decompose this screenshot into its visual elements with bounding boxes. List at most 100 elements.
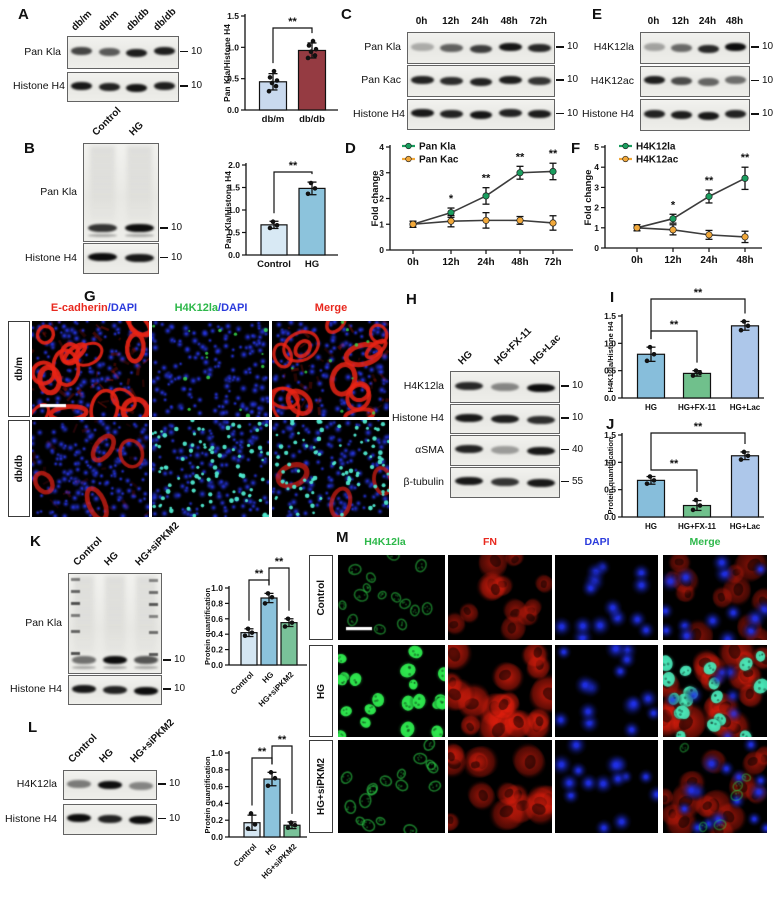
panel-label-e: E bbox=[592, 6, 603, 23]
protein-band bbox=[153, 81, 175, 90]
protein-band bbox=[133, 656, 158, 664]
faint-band bbox=[125, 234, 154, 237]
micrograph-HG+siPKM2-1 bbox=[448, 740, 552, 833]
protein-band bbox=[103, 656, 127, 664]
ladder-mark bbox=[71, 590, 80, 593]
blot-box-Histone H4 bbox=[450, 404, 560, 434]
ladder-mark bbox=[149, 615, 158, 618]
blot-row-label: Pan Kla bbox=[364, 41, 401, 53]
blot-row-label: H4K12la bbox=[16, 778, 57, 790]
protein-band bbox=[724, 42, 747, 51]
protein-band bbox=[724, 109, 747, 118]
protein-band bbox=[490, 478, 520, 486]
ladder-mark bbox=[149, 579, 158, 582]
protein-band bbox=[454, 413, 484, 422]
protein-band bbox=[498, 42, 522, 51]
channel-header-part: H4K12la bbox=[174, 302, 219, 314]
blot-box-Pan Kac bbox=[407, 65, 555, 97]
protein-band bbox=[490, 414, 520, 423]
blot-box-Pan Kla bbox=[68, 573, 162, 674]
blot-row-label: Pan Kla bbox=[40, 185, 77, 198]
micrograph-db/m-0 bbox=[32, 321, 149, 417]
mw-marker-tick bbox=[158, 817, 166, 820]
mw-marker-value: 55 bbox=[572, 475, 584, 487]
blot-row-label: H4K12la bbox=[403, 380, 444, 392]
protein-band bbox=[697, 111, 720, 120]
micrograph-HG-2 bbox=[555, 645, 658, 737]
micrograph-db/db-2 bbox=[272, 420, 389, 517]
micrograph-db/db-1 bbox=[152, 420, 269, 517]
mw-marker-tick bbox=[180, 85, 188, 87]
protein-band bbox=[454, 381, 484, 390]
panel-label-h: H bbox=[406, 291, 417, 308]
panel-label-g: G bbox=[84, 288, 96, 305]
mw-marker-tick bbox=[561, 448, 569, 451]
ladder-mark bbox=[149, 603, 158, 606]
mw-marker-tick bbox=[180, 50, 188, 53]
mw-marker-tick bbox=[751, 79, 759, 82]
protein-band bbox=[670, 110, 693, 119]
row-label-db/m: db/m bbox=[8, 321, 30, 417]
protein-band bbox=[133, 686, 158, 695]
ladder-mark bbox=[71, 614, 80, 617]
lane-smear bbox=[74, 576, 95, 653]
protein-band bbox=[643, 109, 666, 118]
protein-band bbox=[528, 110, 551, 118]
blot-row-label: H4K12ac bbox=[590, 74, 634, 87]
lane-smear bbox=[90, 146, 115, 221]
mw-marker-value: 10 bbox=[174, 683, 186, 694]
row-label-Control: Control bbox=[309, 555, 333, 640]
protein-band bbox=[528, 43, 551, 52]
protein-band bbox=[490, 446, 520, 454]
protein-band bbox=[469, 44, 493, 53]
channel-header: Merge bbox=[689, 536, 721, 548]
blot-box-Pan Kla bbox=[67, 36, 179, 69]
faint-band bbox=[88, 234, 117, 237]
protein-band bbox=[128, 816, 153, 824]
channel-header-part: /DAPI bbox=[218, 302, 248, 314]
blot-box-H4K12ac bbox=[640, 66, 750, 97]
lane-smear bbox=[135, 576, 156, 653]
lane-label: 0h bbox=[415, 16, 428, 27]
protein-band bbox=[440, 76, 464, 85]
blot-box-Histone H4 bbox=[63, 804, 157, 835]
micrograph-HG-1 bbox=[448, 645, 552, 737]
faint-band bbox=[103, 666, 127, 669]
channel-header: H4K12la/DAPI bbox=[175, 302, 248, 314]
micrograph-Control-1 bbox=[448, 555, 552, 640]
row-label-db/db: db/db bbox=[8, 420, 30, 517]
blot-box-Pan Kla bbox=[83, 143, 159, 242]
channel-header-part: Merge bbox=[314, 302, 348, 314]
protein-band bbox=[670, 77, 693, 85]
protein-band bbox=[526, 415, 556, 424]
mw-marker-tick bbox=[556, 79, 564, 81]
ladder-mark bbox=[149, 653, 158, 656]
protein-band bbox=[67, 779, 92, 788]
protein-band bbox=[98, 780, 122, 789]
panel-label-c: C bbox=[341, 6, 352, 23]
blot-row-label: αSMA bbox=[415, 443, 444, 456]
micrograph-db/m-1 bbox=[152, 321, 269, 417]
mw-marker-tick bbox=[561, 480, 569, 483]
mw-marker-value: 40 bbox=[572, 443, 584, 455]
protein-band bbox=[498, 75, 522, 84]
row-label-HG: HG bbox=[309, 645, 333, 737]
protein-band bbox=[643, 76, 666, 84]
channel-header: Merge bbox=[315, 302, 347, 314]
protein-band bbox=[454, 445, 484, 453]
panel-label-f: F bbox=[571, 140, 581, 157]
mw-marker-value: 10 bbox=[567, 41, 579, 52]
ladder-mark bbox=[71, 630, 80, 633]
panel-label-b: B bbox=[24, 140, 35, 157]
lane-label: 0h bbox=[647, 16, 660, 27]
channel-header-part: E-cadherin bbox=[50, 302, 108, 314]
protein-band bbox=[88, 253, 117, 261]
blot-box-Histone H4 bbox=[407, 99, 555, 130]
ladder-mark bbox=[71, 602, 80, 605]
blot-box-αSMA bbox=[450, 435, 560, 466]
micrograph-HG+siPKM2-3 bbox=[663, 740, 767, 833]
blot-box-Histone H4 bbox=[67, 72, 179, 102]
channel-header: FN bbox=[483, 536, 497, 548]
mw-marker-value: 10 bbox=[174, 654, 186, 665]
